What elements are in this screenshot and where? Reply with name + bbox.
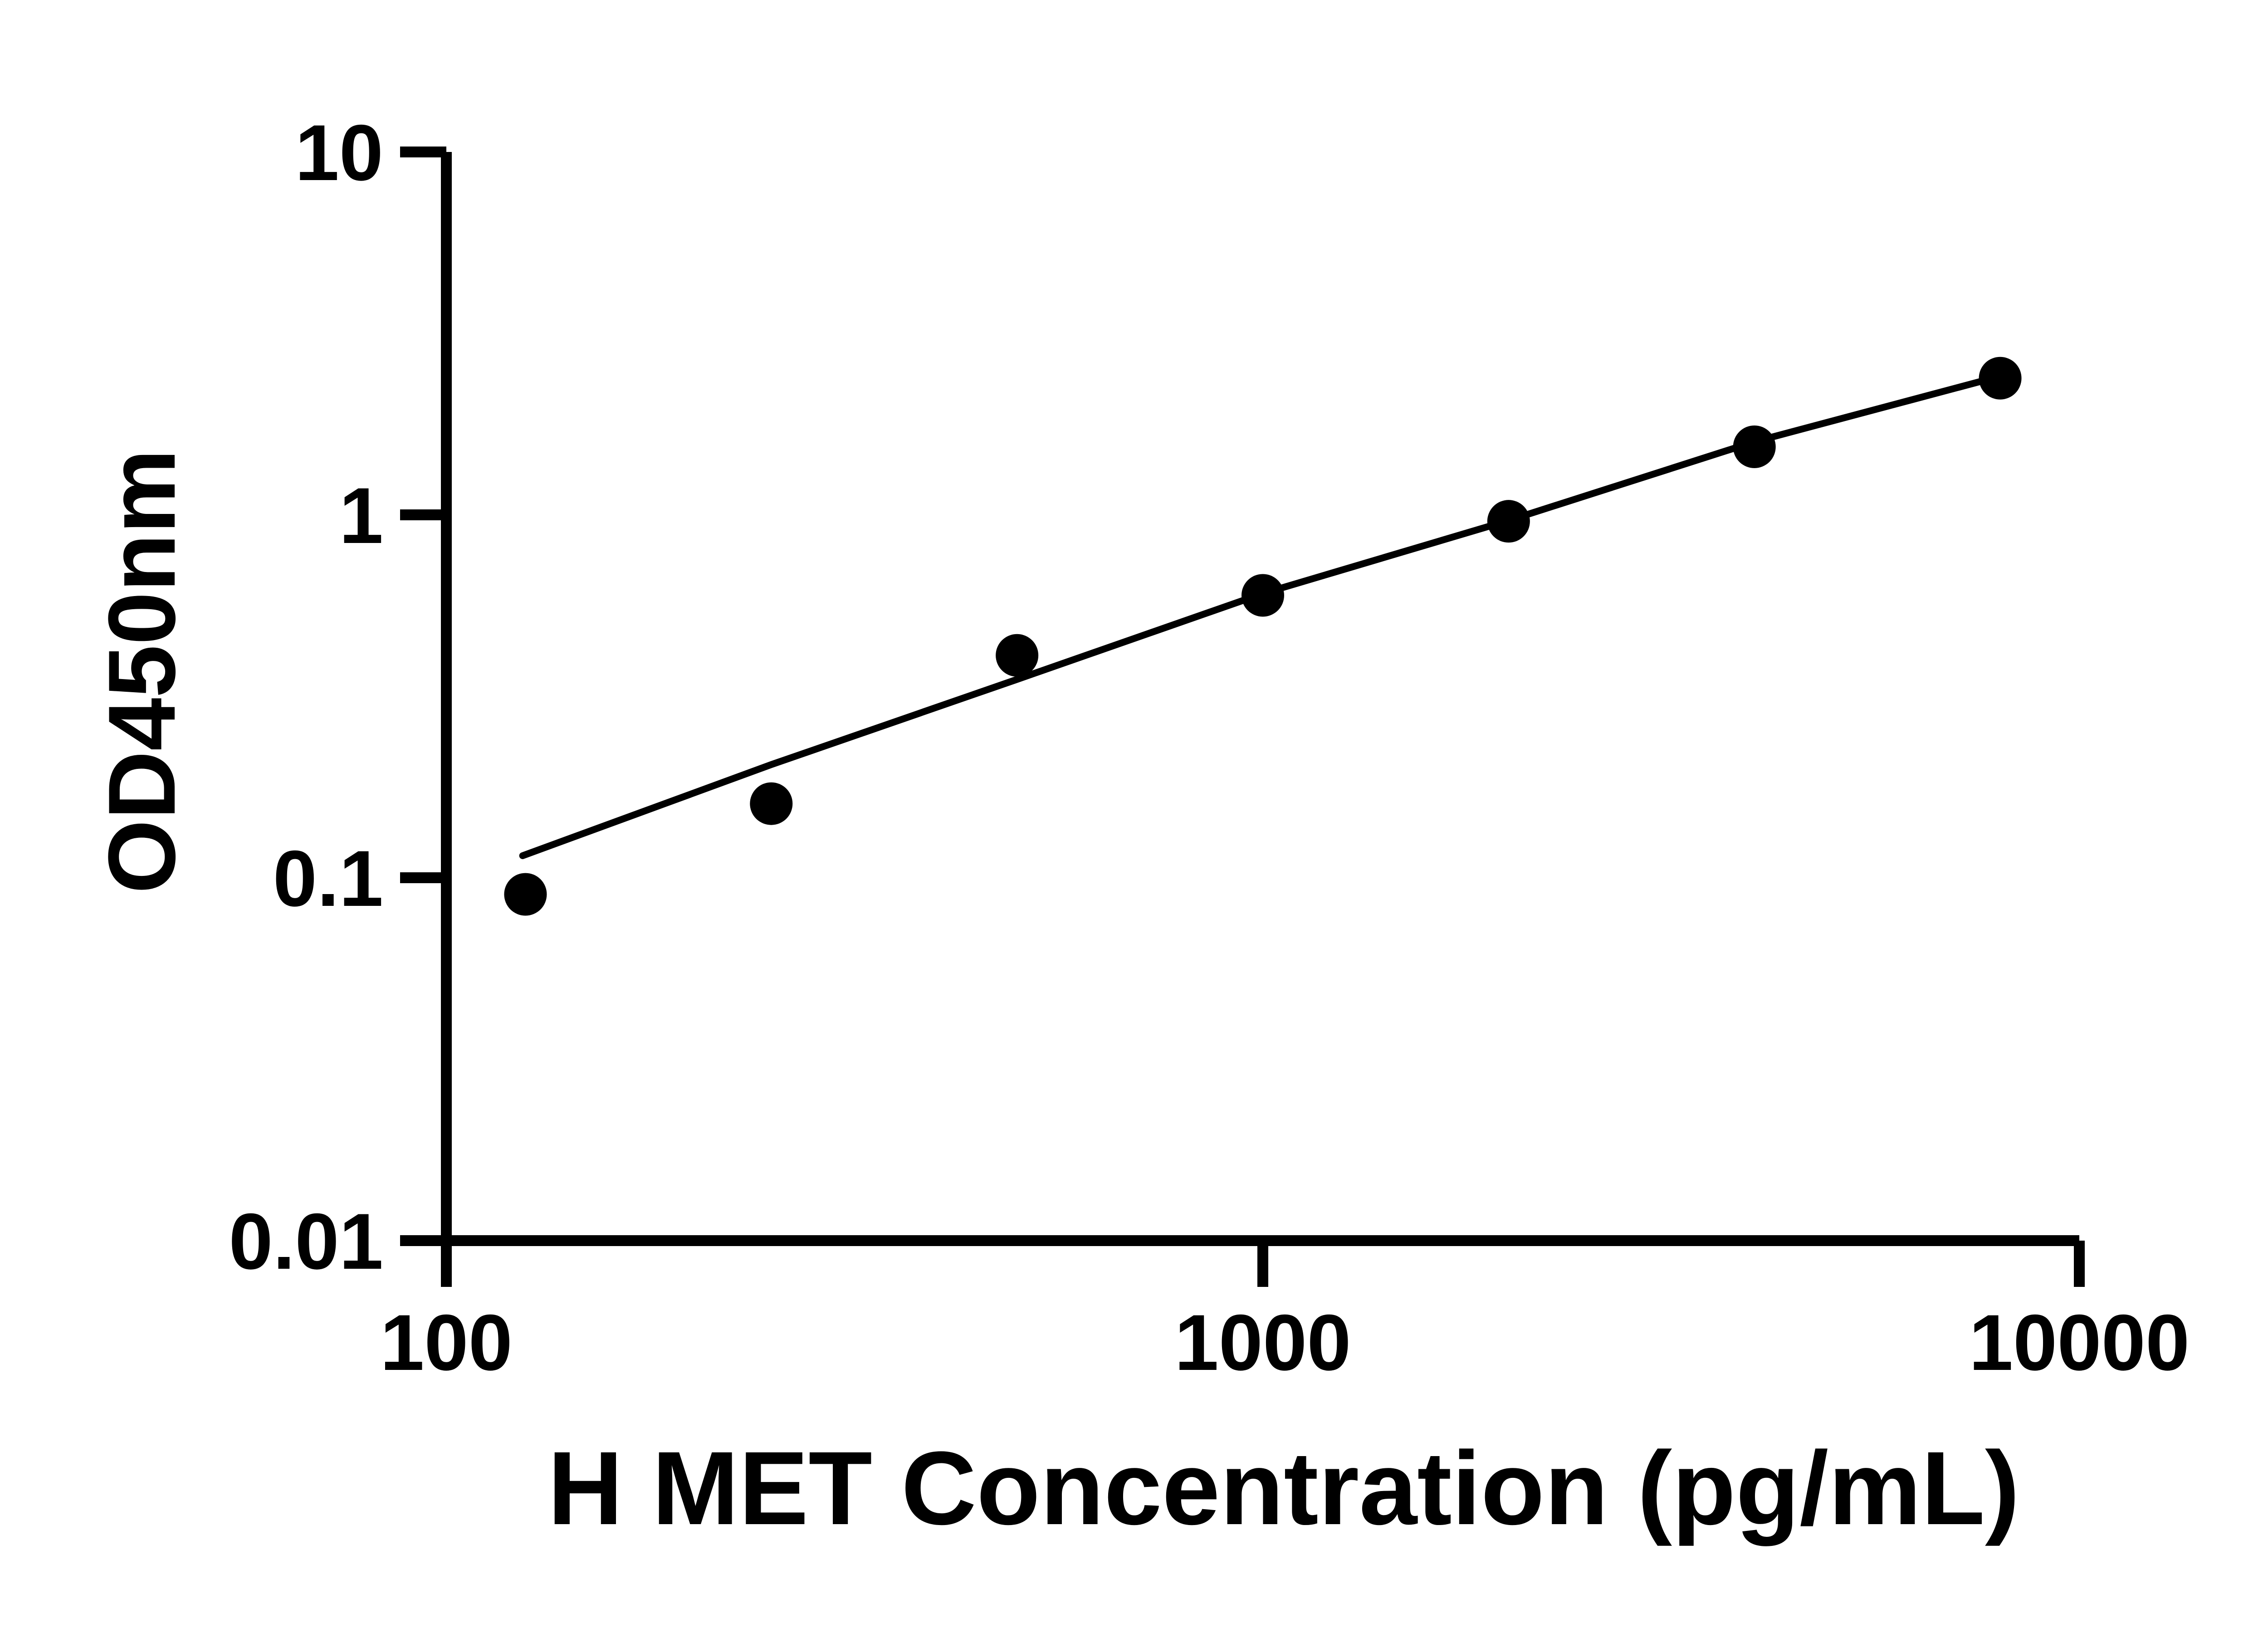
y-tick-label: 0.1 bbox=[273, 835, 383, 923]
axis-tick-labels: 0.01 0.1 1 10 100 1000 10000 bbox=[229, 109, 2190, 1387]
data-points-group bbox=[504, 357, 2022, 916]
axis-spine bbox=[441, 152, 2079, 1246]
data-point bbox=[1733, 425, 1776, 468]
axes bbox=[441, 152, 2079, 1246]
x-tick-label: 10000 bbox=[1969, 1299, 2190, 1387]
data-point bbox=[1242, 574, 1284, 617]
x-axis-title: H MET Concentration (pg/mL) bbox=[547, 1430, 2019, 1546]
data-point bbox=[996, 634, 1039, 677]
y-tick-label: 10 bbox=[295, 109, 383, 197]
y-tick-label: 1 bbox=[339, 472, 383, 560]
x-tick-label: 100 bbox=[380, 1299, 513, 1387]
y-tick-label: 0.01 bbox=[229, 1198, 383, 1286]
x-tick-label: 1000 bbox=[1174, 1299, 1351, 1387]
data-point bbox=[1979, 357, 2022, 400]
data-point bbox=[1487, 500, 1530, 543]
data-point bbox=[750, 782, 793, 825]
y-axis-title: OD450nm bbox=[88, 449, 195, 894]
data-point bbox=[504, 873, 547, 916]
axis-ticks bbox=[400, 147, 2085, 1287]
